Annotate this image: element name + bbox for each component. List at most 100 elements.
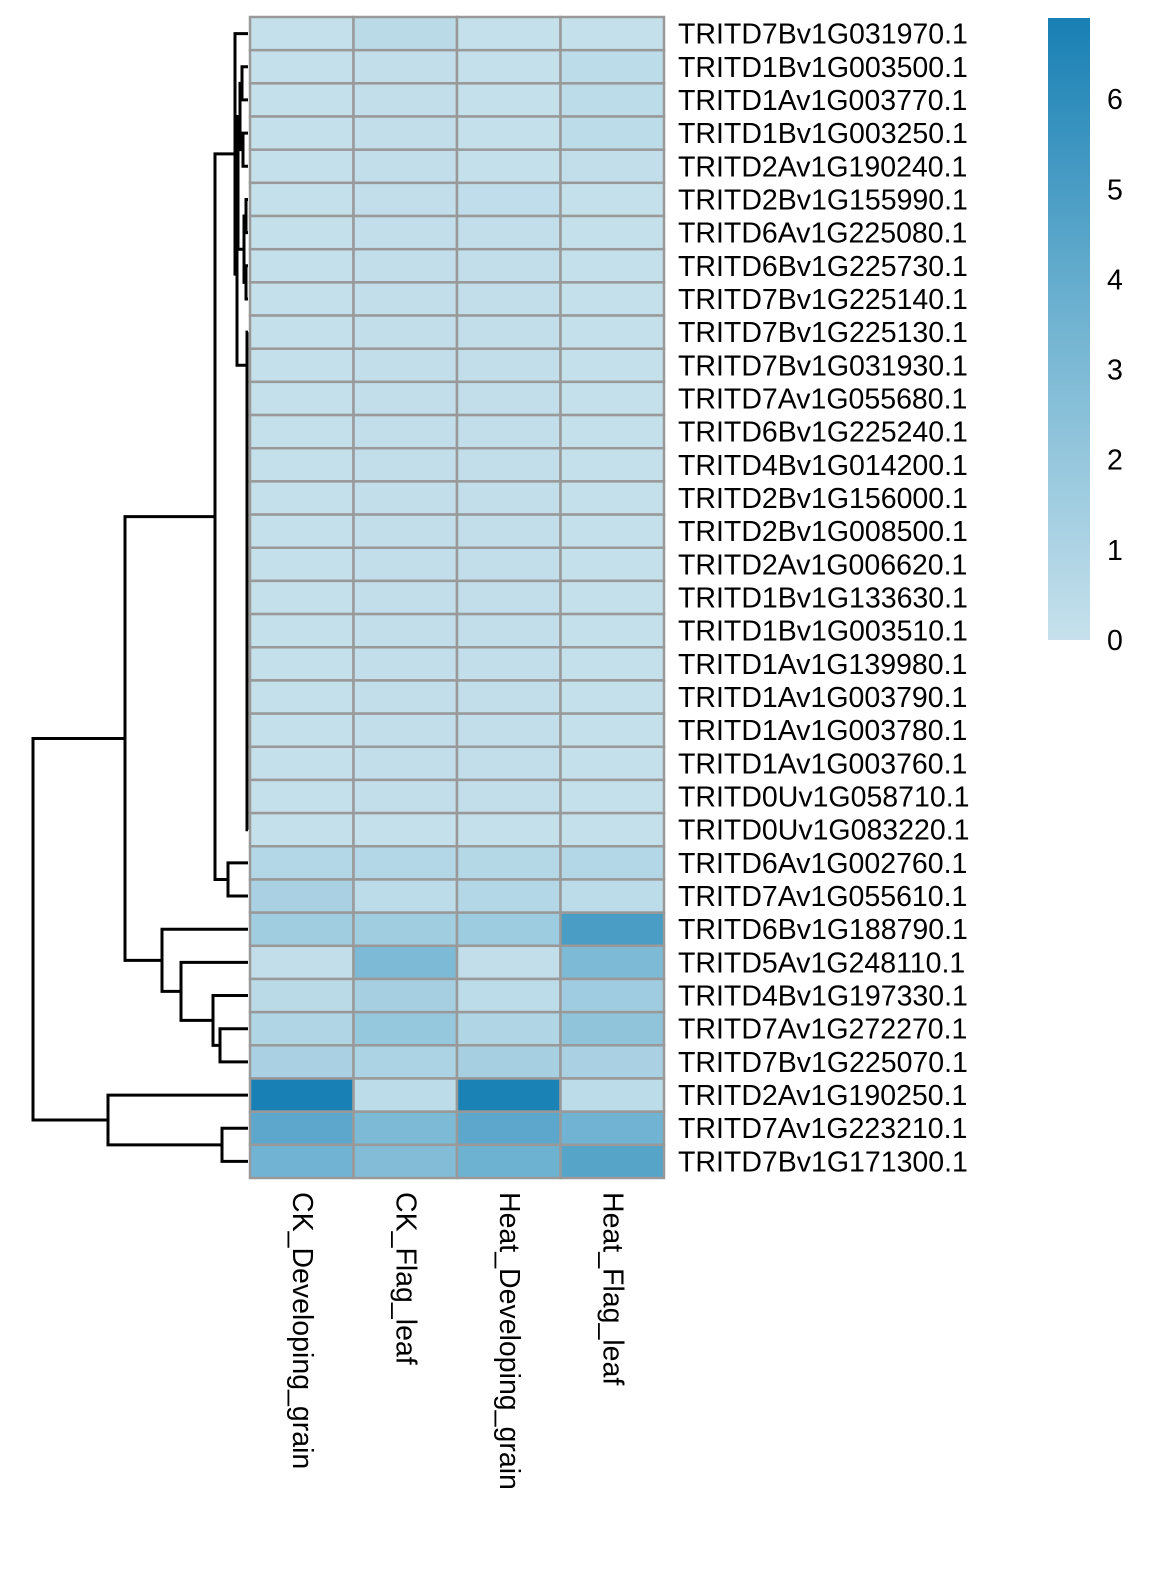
heatmap-cell xyxy=(352,148,459,185)
row-label: TRITD0Uv1G058710.1 xyxy=(678,782,969,814)
dendrogram-branch xyxy=(218,1027,248,1064)
heatmap-cell xyxy=(455,380,562,417)
heatmap-cell xyxy=(559,778,666,815)
heatmap-cell xyxy=(455,712,562,749)
colorbar-tick-label: 6 xyxy=(1107,84,1123,116)
heatmap-cell xyxy=(455,82,562,118)
heatmap-cell xyxy=(455,1110,562,1147)
dendrogram-branch xyxy=(241,131,248,168)
row-label: TRITD1Av1G003760.1 xyxy=(678,748,967,780)
row-label: TRITD1Bv1G003250.1 xyxy=(678,118,968,150)
colorbar-tick-label: 1 xyxy=(1107,535,1123,567)
heatmap-cell xyxy=(352,247,459,284)
dendrogram-branch xyxy=(244,264,248,301)
row-label: TRITD7Bv1G031930.1 xyxy=(678,350,968,382)
heatmap-cell xyxy=(455,281,562,317)
heatmap-cell xyxy=(248,878,355,914)
colorbar-gradient xyxy=(1048,18,1090,640)
heatmap-cell xyxy=(455,679,562,715)
heatmap-cell xyxy=(352,679,459,715)
heatmap-cell xyxy=(455,878,562,914)
heatmap-cell xyxy=(455,778,562,815)
row-label: TRITD1Bv1G003510.1 xyxy=(678,616,968,648)
row-labels: TRITD7Bv1G031970.1TRITD1Bv1G003500.1TRIT… xyxy=(678,19,969,1179)
heatmap-cell xyxy=(559,977,666,1014)
heatmap-cell xyxy=(352,911,459,948)
heatmap-cell xyxy=(248,480,355,516)
heatmap-cell xyxy=(248,347,355,384)
heatmap-cell xyxy=(248,115,355,151)
column-label: Heat_Developing_grain xyxy=(493,1192,525,1490)
heatmap-cell xyxy=(455,413,562,450)
row-label: TRITD2Bv1G008500.1 xyxy=(678,516,968,548)
heatmap-cell xyxy=(352,446,459,483)
row-label: TRITD1Av1G139980.1 xyxy=(678,649,967,681)
dendrogram-branch xyxy=(31,736,125,1122)
heatmap-cell xyxy=(455,148,562,185)
heatmap-cell xyxy=(352,811,459,848)
heatmap-cell xyxy=(455,811,562,848)
heatmap-cell xyxy=(248,148,355,185)
heatmap-cell xyxy=(248,1143,355,1180)
heatmap-cell xyxy=(248,845,355,881)
heatmap-cell xyxy=(559,247,666,284)
heatmap-cell xyxy=(248,413,355,450)
heatmap-cell xyxy=(248,546,355,583)
heatmap-cell xyxy=(559,314,666,350)
column-label: CK_Flag_leaf xyxy=(389,1192,421,1365)
heatmap-cell xyxy=(352,1077,459,1113)
heatmap-cell xyxy=(248,1077,355,1113)
heatmap-cell xyxy=(248,15,355,52)
heatmap-cell xyxy=(352,513,459,549)
heatmap-cell xyxy=(559,380,666,417)
heatmap-cell xyxy=(248,977,355,1014)
colorbar-tick-label: 5 xyxy=(1107,174,1123,206)
heatmap-cell xyxy=(248,745,355,782)
row-label: TRITD5Av1G248110.1 xyxy=(678,947,965,979)
row-label: TRITD6Av1G002760.1 xyxy=(678,848,967,880)
colorbar-tick-label: 4 xyxy=(1107,264,1123,296)
heatmap-cell xyxy=(559,878,666,914)
heatmap-cell xyxy=(455,181,562,218)
heatmap-cell xyxy=(559,712,666,749)
dendrogram-branch xyxy=(211,994,248,1047)
heatmap-cell xyxy=(559,1077,666,1113)
heatmap-cell xyxy=(352,646,459,682)
heatmap-cell xyxy=(248,48,355,85)
heatmap-cell xyxy=(352,745,459,782)
heatmap-cell xyxy=(559,579,666,616)
heatmap-cell xyxy=(248,811,355,848)
heatmap-cell xyxy=(559,679,666,715)
heatmap-cell xyxy=(455,214,562,251)
colorbar-tick-label: 3 xyxy=(1107,355,1123,387)
colorbar-tick-label: 0 xyxy=(1107,625,1123,657)
dendrogram-branch xyxy=(160,927,248,993)
heatmap-cell xyxy=(559,82,666,118)
heatmap-cell xyxy=(455,1143,562,1180)
heatmap-cell xyxy=(248,679,355,715)
heatmap-cell xyxy=(559,347,666,384)
heatmap-cell xyxy=(559,911,666,948)
colorbar-tick-label: 2 xyxy=(1107,445,1123,477)
row-label: TRITD1Bv1G133630.1 xyxy=(678,583,968,615)
heatmap-cell xyxy=(559,513,666,549)
heatmap-cell xyxy=(559,480,666,516)
heatmap-cell xyxy=(455,314,562,350)
heatmap-cell xyxy=(559,745,666,782)
row-label: TRITD7Bv1G171300.1 xyxy=(678,1146,968,1178)
heatmap-cell xyxy=(559,845,666,881)
heatmap-cell xyxy=(352,878,459,914)
heatmap-cell xyxy=(248,446,355,483)
row-label: TRITD7Av1G055680.1 xyxy=(678,383,967,415)
heatmap-cell xyxy=(248,579,355,616)
heatmap-cell xyxy=(248,778,355,815)
dendrogram-branch xyxy=(226,861,248,898)
row-label: TRITD7Av1G272270.1 xyxy=(678,1014,967,1046)
heatmap-cell xyxy=(455,745,562,782)
heatmap-cell xyxy=(352,480,459,516)
dendrogram-branch xyxy=(244,197,248,235)
row-label: TRITD6Bv1G188790.1 xyxy=(678,914,968,946)
heatmap-cell xyxy=(455,1010,562,1047)
heatmap-cell xyxy=(455,1077,562,1113)
